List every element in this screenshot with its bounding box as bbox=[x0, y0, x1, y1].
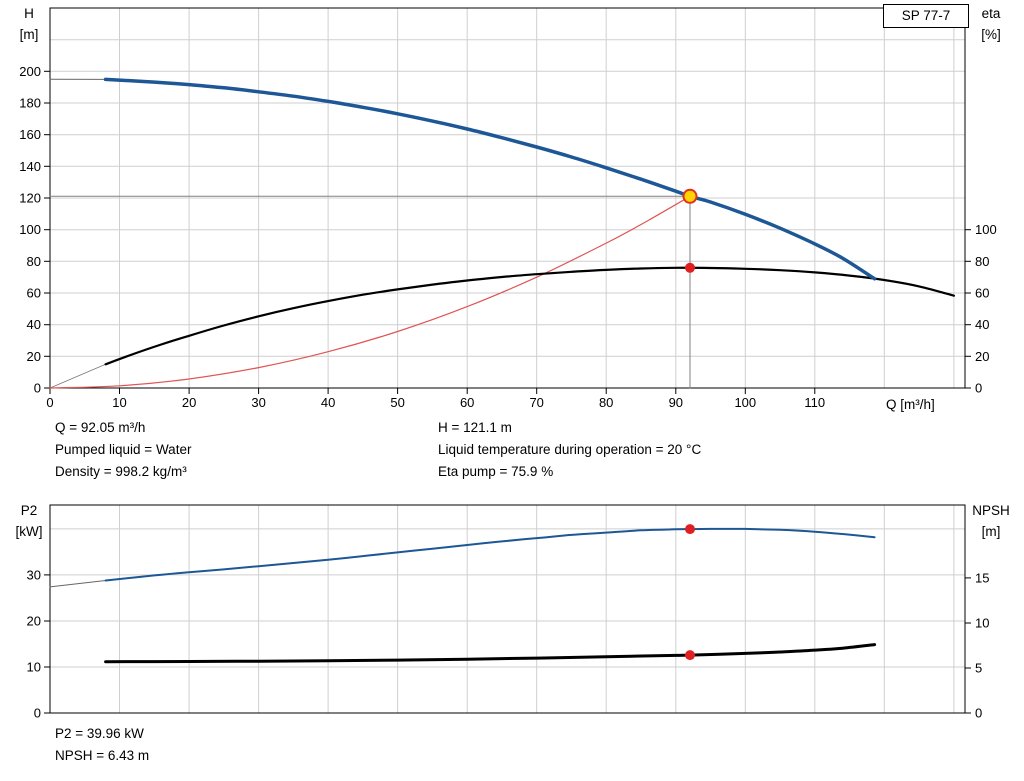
eta-axis-title-unit: [%] bbox=[981, 27, 1001, 42]
eta-axis-title-symbol: eta bbox=[981, 6, 1001, 21]
y-right-tick-label: 80 bbox=[975, 254, 989, 269]
y-left-tick-label: 0 bbox=[34, 706, 41, 721]
y-left-tick-label: 80 bbox=[27, 254, 41, 269]
info-liquid-temp: Liquid temperature during operation = 20… bbox=[438, 442, 702, 457]
p2-curve-extension bbox=[49, 580, 107, 588]
info-pumped-liquid: Pumped liquid = Water bbox=[55, 442, 192, 457]
x-tick-label: 10 bbox=[112, 395, 126, 410]
eta-curve bbox=[104, 266, 955, 366]
h-axis-title: H [m] bbox=[6, 3, 52, 45]
info-npsh: NPSH = 6.43 m bbox=[55, 748, 150, 763]
pump-model-box: SP 77-7 bbox=[883, 4, 969, 28]
y-left-tick-label: 120 bbox=[19, 191, 41, 206]
npsh-axis-title-symbol: NPSH bbox=[972, 503, 1010, 518]
x-tick-label: 40 bbox=[321, 395, 335, 410]
p2-point bbox=[685, 524, 695, 535]
y-left-tick-label: 10 bbox=[27, 660, 41, 675]
eta-curve-extension bbox=[49, 363, 106, 389]
x-tick-label: 100 bbox=[734, 395, 756, 410]
h-axis-title-symbol: H bbox=[24, 6, 34, 21]
x-tick-label: 30 bbox=[251, 395, 265, 410]
npsh-point bbox=[685, 650, 695, 661]
x-tick-label: 80 bbox=[599, 395, 613, 410]
x-tick-label: 90 bbox=[669, 395, 683, 410]
x-tick-label: 60 bbox=[460, 395, 474, 410]
y-left-tick-label: 20 bbox=[27, 614, 41, 629]
y-left-tick-label: 140 bbox=[19, 159, 41, 174]
h-axis-title-unit: [m] bbox=[19, 27, 39, 42]
y-left-tick-label: 40 bbox=[27, 317, 41, 332]
info-eta-pump: Eta pump = 75.9 % bbox=[438, 464, 554, 479]
p2-axis-title-unit: [kW] bbox=[15, 524, 43, 539]
chart-area-0: 0 20 40 60 80 100 120 140 160 180 200 0 20 40 60 80 100 0… bbox=[19, 7, 997, 410]
p2-axis-title-symbol: P2 bbox=[20, 503, 38, 518]
duty-point bbox=[682, 188, 698, 204]
y-left-tick-label: 30 bbox=[27, 567, 41, 582]
y-right-tick-label: 0 bbox=[975, 381, 982, 396]
y-left-tick-label: 180 bbox=[19, 96, 41, 111]
x-tick-label: 0 bbox=[46, 395, 53, 410]
x-tick-label: 50 bbox=[390, 395, 404, 410]
y-right-tick-label: 0 bbox=[975, 706, 982, 721]
p2-axis-title: P2 [kW] bbox=[6, 500, 52, 542]
y-right-tick-label: 20 bbox=[975, 349, 989, 364]
y-right-tick-label: 5 bbox=[975, 661, 982, 676]
x-tick-label: 70 bbox=[529, 395, 543, 410]
p2-curve bbox=[104, 527, 876, 582]
x-tick-label: 110 bbox=[804, 395, 825, 410]
chart-area-1: 0 10 20 30 0 5 10 15 bbox=[27, 504, 989, 721]
y-left-tick-label: 160 bbox=[19, 127, 41, 142]
y-right-tick-label: 60 bbox=[975, 286, 989, 301]
q-axis-title: Q [m³/h] bbox=[886, 397, 935, 412]
duty-parabola bbox=[49, 195, 691, 389]
y-left-tick-label: 0 bbox=[34, 381, 41, 396]
y-right-tick-label: 100 bbox=[975, 222, 997, 237]
y-right-tick-label: 10 bbox=[975, 616, 989, 631]
info-density: Density = 998.2 kg/m³ bbox=[55, 464, 187, 479]
npsh-axis-title-unit: [m] bbox=[981, 524, 1001, 539]
y-right-tick-label: 40 bbox=[975, 317, 989, 332]
eta-point bbox=[685, 262, 695, 273]
info-q: Q = 92.05 m³/h bbox=[55, 420, 146, 435]
info-p2: P2 = 39.96 kW bbox=[55, 726, 144, 741]
y-left-tick-label: 200 bbox=[19, 64, 41, 79]
y-right-tick-label: 15 bbox=[975, 570, 989, 585]
plot-frame bbox=[49, 504, 966, 714]
eta-axis-title: eta [%] bbox=[964, 3, 1018, 45]
y-left-tick-label: 20 bbox=[27, 349, 41, 364]
y-left-tick-label: 100 bbox=[19, 222, 41, 237]
npsh-axis-title: NPSH [m] bbox=[962, 500, 1020, 542]
head-curve bbox=[103, 77, 877, 281]
info-h: H = 121.1 m bbox=[438, 420, 512, 435]
x-tick-label: 20 bbox=[182, 395, 196, 410]
npsh-curve bbox=[104, 643, 877, 664]
y-left-tick-label: 60 bbox=[27, 286, 41, 301]
